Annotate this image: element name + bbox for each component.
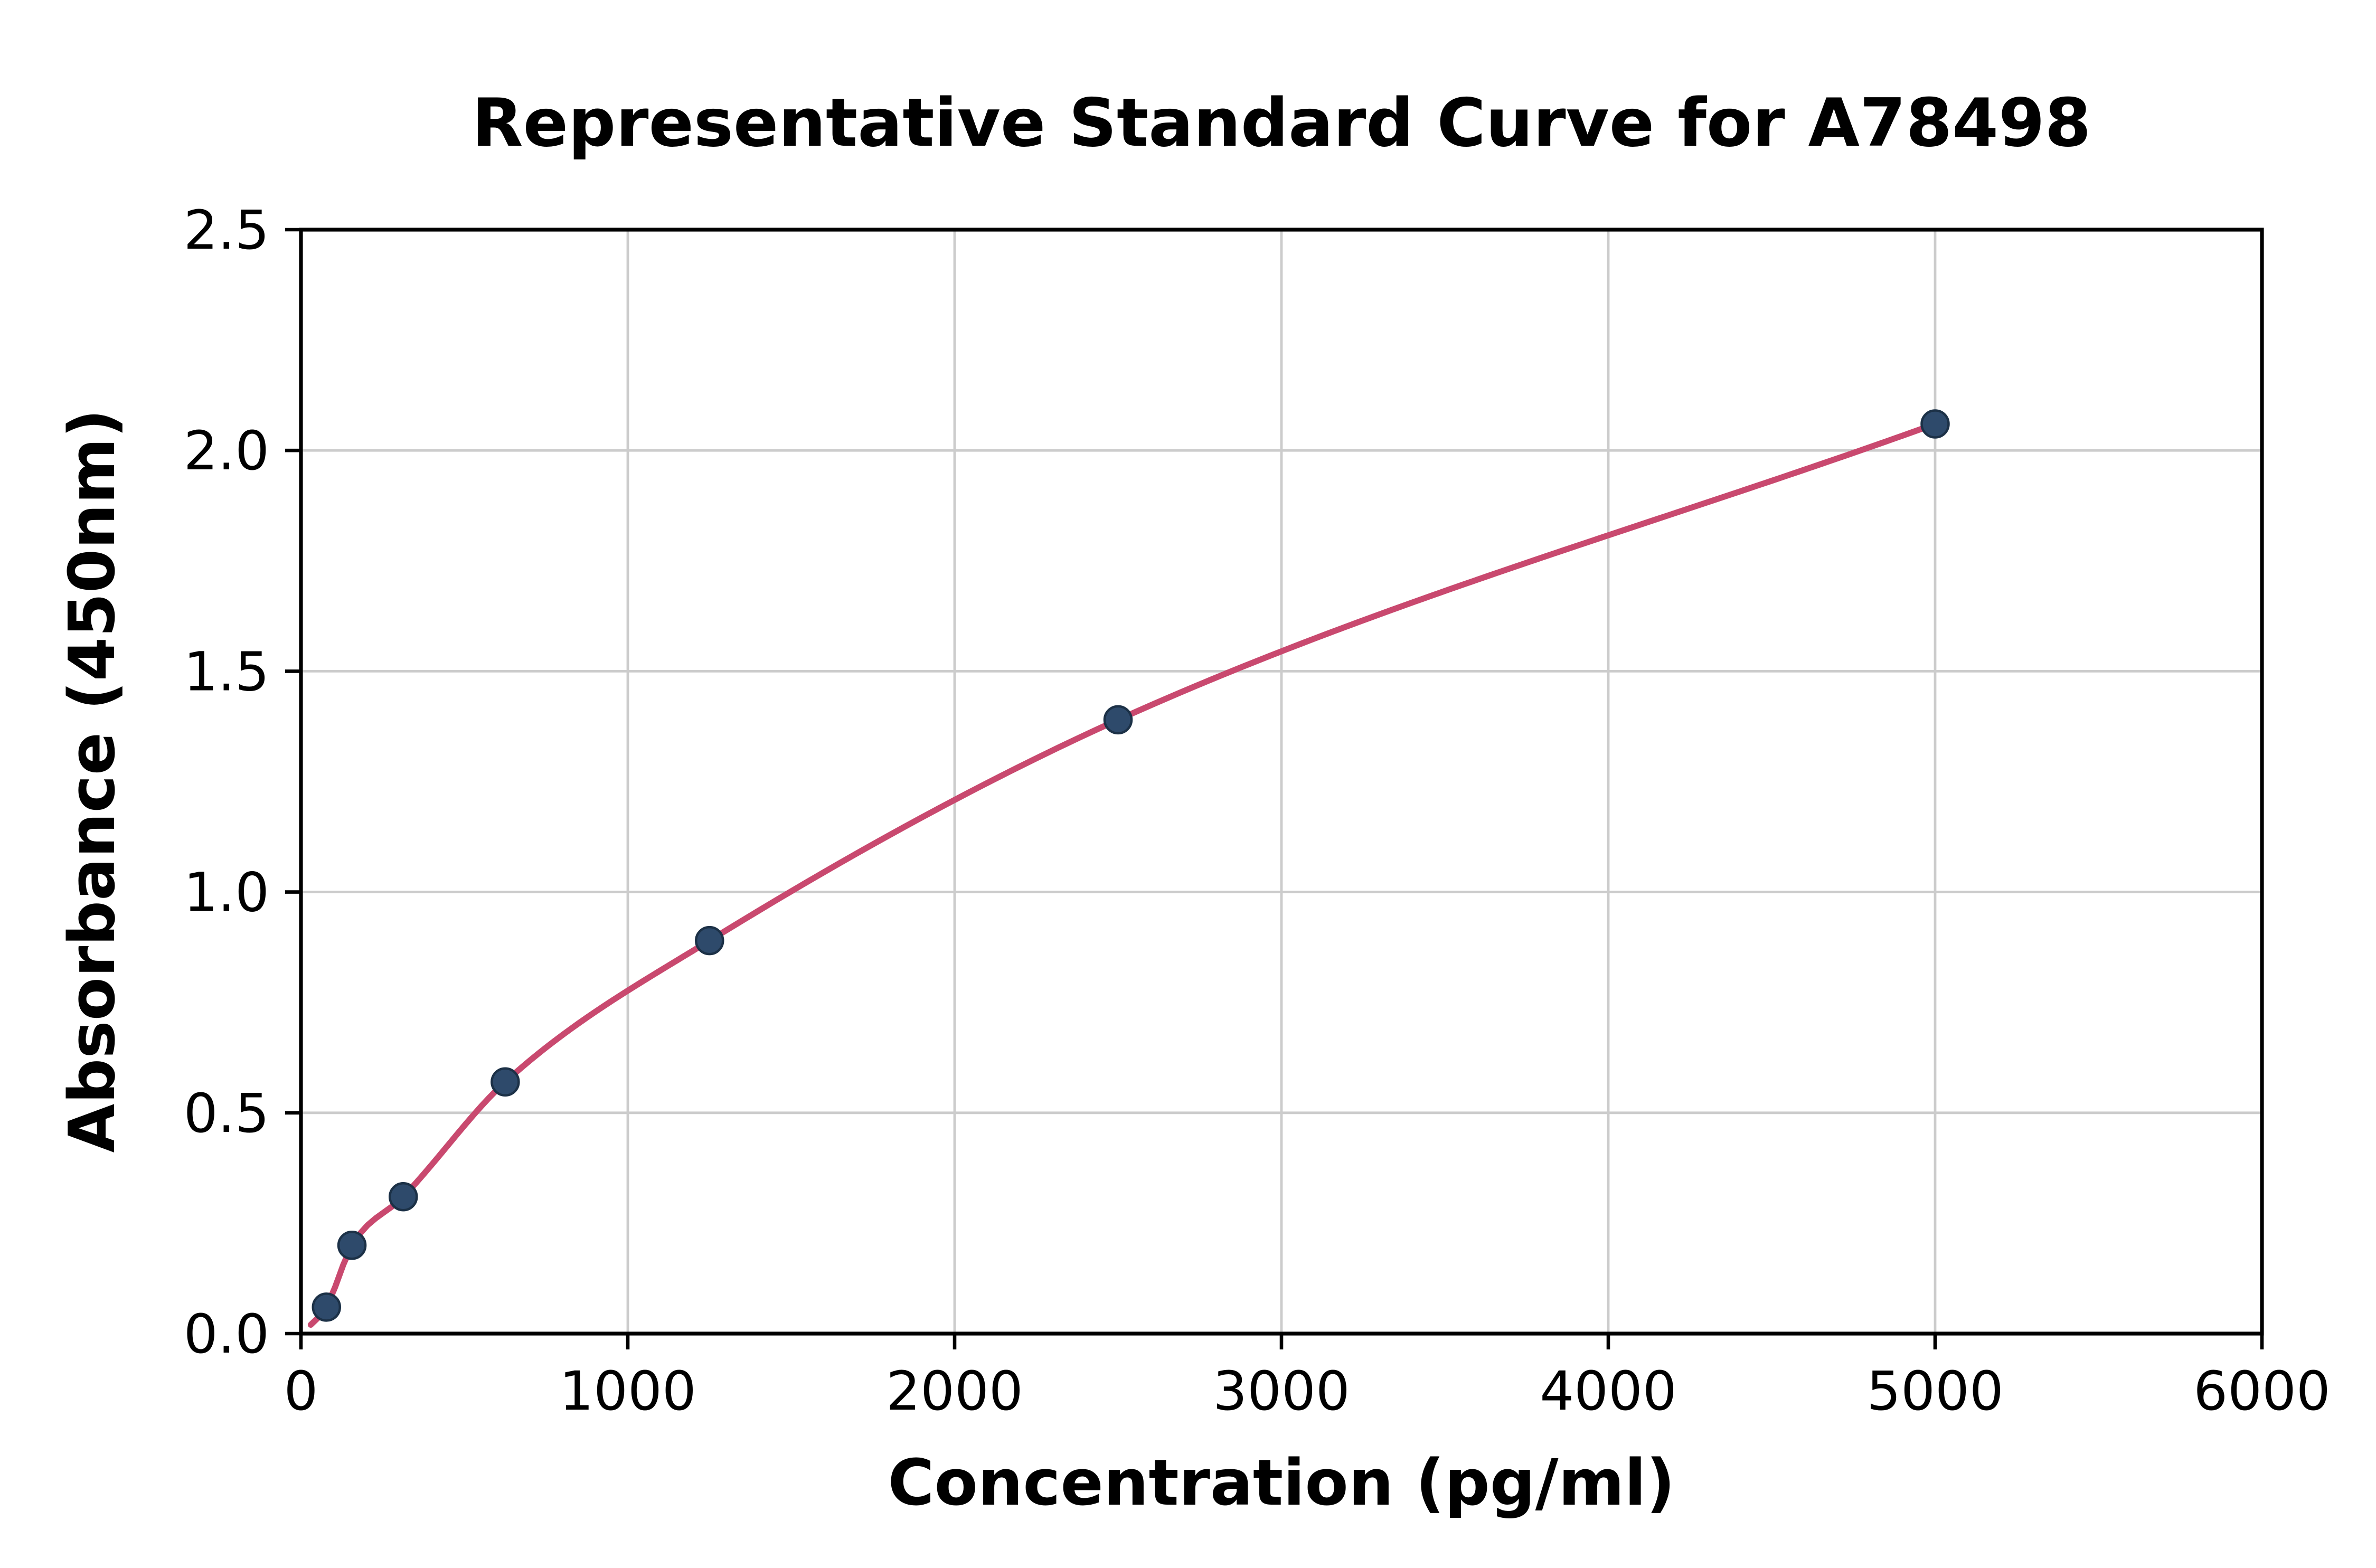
grid-layer [299,228,2264,1335]
x-tick-label: 1000 [559,1360,696,1423]
y-axis-label: Absorbance (450nm) [56,409,129,1153]
points-layer [312,409,1950,1322]
y-tick-label: 1.0 [184,862,269,924]
x-tick-label: 6000 [2193,1360,2331,1423]
fitted-curve [307,421,1938,1328]
data-point [1103,705,1133,735]
y-tick-label: 1.5 [184,640,269,703]
curve-layer [307,421,1938,1328]
data-point [1920,409,1950,439]
data-point [337,1230,367,1260]
y-tick-label: 0.5 [184,1082,269,1145]
y-tick-label: 2.0 [184,420,269,483]
data-point [388,1182,418,1212]
x-axis-label: Concentration (pg/ml) [888,1447,1675,1520]
axes-layer: 0 1000 2000 3000 4000 5000 6000 0.0 0.5 1.0 1.5 2.0… [184,199,2331,1423]
x-tick-label: 3000 [1213,1360,1350,1423]
y-tick-label: 0.0 [184,1303,269,1366]
x-tick-label: 4000 [1540,1360,1677,1423]
x-tick-label: 0 [284,1360,318,1423]
x-tick-label: 5000 [1866,1360,2004,1423]
data-point [694,925,724,956]
data-point [491,1067,520,1097]
x-tick-label: 2000 [886,1360,1023,1423]
data-point [312,1292,342,1322]
y-tick-label: 2.5 [184,199,269,262]
chart-title: Representative Standard Curve for A78498 [472,84,2091,162]
